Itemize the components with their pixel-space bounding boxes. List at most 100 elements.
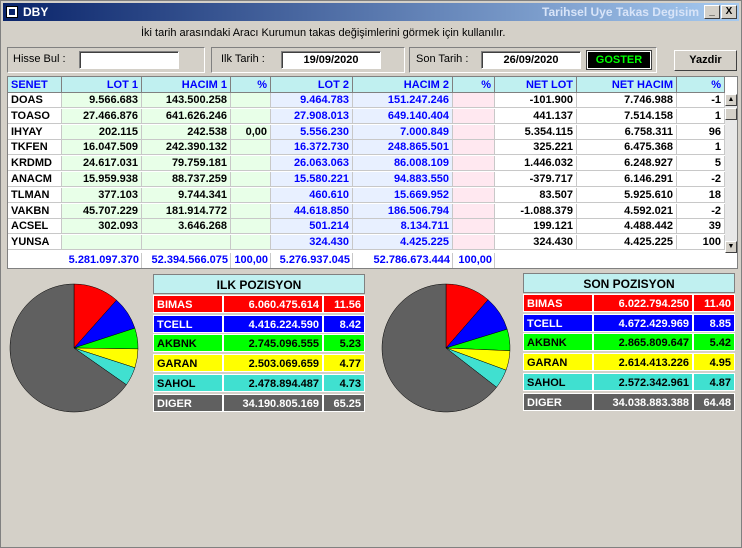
cell-lot1[interactable]: 302.093	[62, 219, 142, 235]
cell-net-lot[interactable]: -101.900	[495, 93, 577, 108]
cell-lot2[interactable]: 27.908.013	[271, 108, 353, 124]
cell-hacim2[interactable]: 86.008.109	[353, 156, 453, 172]
cell-hacim2[interactable]: 94.883.550	[353, 172, 453, 187]
cell-net-hacim[interactable]: 7.746.988	[577, 93, 677, 108]
yazdir-button[interactable]: Yazdir	[674, 50, 737, 71]
cell-net-lot[interactable]: 1.446.032	[495, 156, 577, 172]
header-net-hacim[interactable]: NET HACIM	[577, 77, 677, 93]
row-symbol[interactable]: DOAS	[8, 93, 62, 108]
cell-net-lot[interactable]: 83.507	[495, 187, 577, 203]
cell-net-pct[interactable]: 18	[677, 187, 725, 203]
cell-net-lot[interactable]: 441.137	[495, 108, 577, 124]
header-pct2[interactable]: %	[453, 77, 495, 93]
row-symbol[interactable]: KRDMD	[8, 156, 62, 172]
row-symbol[interactable]: IHYAY	[8, 124, 62, 140]
cell-hacim2[interactable]: 15.669.952	[353, 187, 453, 203]
cell-pct2[interactable]	[453, 219, 495, 235]
cell-pct1[interactable]	[231, 187, 271, 203]
cell-net-hacim[interactable]: 6.758.311	[577, 124, 677, 140]
cell-pct1[interactable]: 0,00	[231, 124, 271, 140]
cell-net-pct[interactable]: -2	[677, 203, 725, 219]
cell-pct1[interactable]	[231, 93, 271, 108]
cell-lot1[interactable]: 27.466.876	[62, 108, 142, 124]
header-net-pct[interactable]: %	[677, 77, 725, 93]
cell-net-pct[interactable]: 96	[677, 124, 725, 140]
cell-pct1[interactable]	[231, 235, 271, 251]
cell-lot1[interactable]: 202.115	[62, 124, 142, 140]
row-symbol[interactable]: TLMAN	[8, 187, 62, 203]
row-symbol[interactable]: TOASO	[8, 108, 62, 124]
cell-hacim1[interactable]: 88.737.259	[142, 172, 231, 187]
cell-pct1[interactable]	[231, 156, 271, 172]
cell-net-hacim[interactable]: 7.514.158	[577, 108, 677, 124]
cell-lot1[interactable]: 9.566.683	[62, 93, 142, 108]
table-scrollbar[interactable]: ▲ ▼	[725, 94, 737, 253]
cell-net-lot[interactable]: 324.430	[495, 235, 577, 251]
cell-hacim1[interactable]: 181.914.772	[142, 203, 231, 219]
close-button[interactable]: X	[721, 5, 737, 19]
cell-lot2[interactable]: 460.610	[271, 187, 353, 203]
header-hacim1[interactable]: HACIM 1	[142, 77, 231, 93]
scroll-thumb[interactable]	[725, 108, 737, 120]
cell-net-pct[interactable]: 100	[677, 235, 725, 251]
cell-hacim2[interactable]: 248.865.501	[353, 140, 453, 156]
cell-pct1[interactable]	[231, 108, 271, 124]
cell-hacim2[interactable]: 7.000.849	[353, 124, 453, 140]
cell-hacim1[interactable]: 242.390.132	[142, 140, 231, 156]
cell-net-pct[interactable]: 39	[677, 219, 725, 235]
cell-net-lot[interactable]: -1.088.379	[495, 203, 577, 219]
cell-pct2[interactable]	[453, 156, 495, 172]
cell-net-hacim[interactable]: 5.925.610	[577, 187, 677, 203]
cell-net-pct[interactable]: 5	[677, 156, 725, 172]
row-symbol[interactable]: ACSEL	[8, 219, 62, 235]
cell-pct2[interactable]	[453, 235, 495, 251]
cell-net-lot[interactable]: 325.221	[495, 140, 577, 156]
cell-pct2[interactable]	[453, 172, 495, 187]
cell-hacim1[interactable]: 242.538	[142, 124, 231, 140]
cell-net-lot[interactable]: 199.121	[495, 219, 577, 235]
cell-pct1[interactable]	[231, 172, 271, 187]
cell-hacim1[interactable]: 3.646.268	[142, 219, 231, 235]
cell-pct2[interactable]	[453, 124, 495, 140]
cell-lot2[interactable]: 16.372.730	[271, 140, 353, 156]
cell-net-lot[interactable]: 5.354.115	[495, 124, 577, 140]
cell-lot1[interactable]: 16.047.509	[62, 140, 142, 156]
header-senet[interactable]: SENET	[8, 77, 62, 93]
hisse-input[interactable]	[79, 51, 179, 69]
cell-hacim2[interactable]: 186.506.794	[353, 203, 453, 219]
cell-pct1[interactable]	[231, 140, 271, 156]
cell-pct1[interactable]	[231, 203, 271, 219]
cell-net-hacim[interactable]: 4.425.225	[577, 235, 677, 251]
cell-net-pct[interactable]: -1	[677, 93, 725, 108]
takas-table[interactable]: SENET LOT 1 HACIM 1% LOT 2 HACIM 2% NET LOT NE…	[7, 76, 738, 269]
cell-net-hacim[interactable]: 4.488.442	[577, 219, 677, 235]
cell-lot2[interactable]: 5.556.230	[271, 124, 353, 140]
cell-pct1[interactable]	[231, 219, 271, 235]
cell-pct2[interactable]	[453, 187, 495, 203]
row-symbol[interactable]: YUNSA	[8, 235, 62, 251]
cell-net-hacim[interactable]: 4.592.021	[577, 203, 677, 219]
cell-lot1[interactable]: 24.617.031	[62, 156, 142, 172]
cell-pct2[interactable]	[453, 108, 495, 124]
cell-hacim1[interactable]: 641.626.246	[142, 108, 231, 124]
header-net-lot[interactable]: NET LOT	[495, 77, 577, 93]
cell-net-pct[interactable]: 1	[677, 108, 725, 124]
cell-hacim1[interactable]: 9.744.341	[142, 187, 231, 203]
minimize-button[interactable]: _	[704, 5, 720, 19]
cell-net-pct[interactable]: 1	[677, 140, 725, 156]
row-symbol[interactable]: ANACM	[8, 172, 62, 187]
cell-net-lot[interactable]: -379.717	[495, 172, 577, 187]
son-tarih-input[interactable]: 26/09/2020	[481, 51, 581, 69]
cell-hacim2[interactable]: 8.134.711	[353, 219, 453, 235]
cell-pct2[interactable]	[453, 140, 495, 156]
cell-hacim1[interactable]	[142, 235, 231, 251]
cell-pct2[interactable]	[453, 93, 495, 108]
cell-lot1[interactable]	[62, 235, 142, 251]
row-symbol[interactable]: TKFEN	[8, 140, 62, 156]
header-pct1[interactable]: %	[231, 77, 271, 93]
scroll-down-icon[interactable]: ▼	[725, 241, 737, 253]
cell-net-pct[interactable]: -2	[677, 172, 725, 187]
cell-net-hacim[interactable]: 6.146.291	[577, 172, 677, 187]
cell-lot2[interactable]: 324.430	[271, 235, 353, 251]
cell-lot1[interactable]: 15.959.938	[62, 172, 142, 187]
